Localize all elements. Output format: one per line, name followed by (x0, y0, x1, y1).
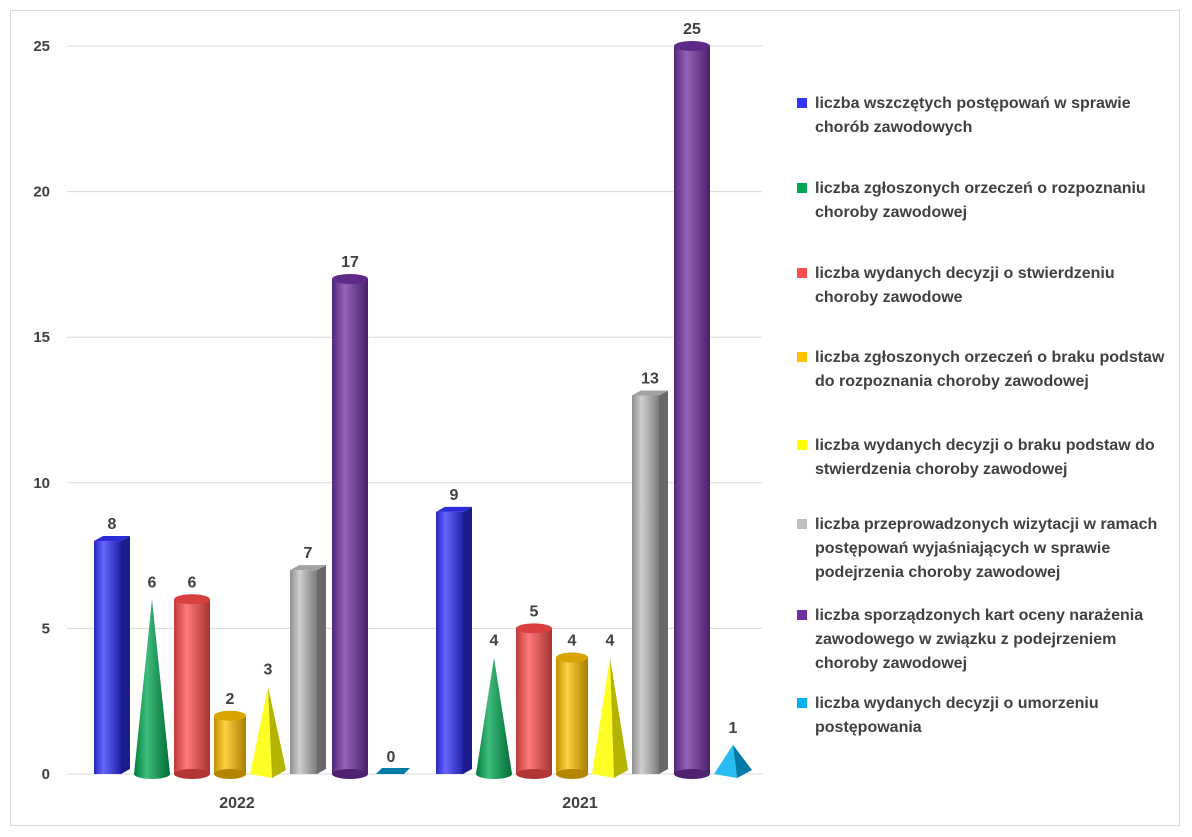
data-label: 3 (264, 662, 273, 679)
legend-swatch (797, 519, 807, 529)
bar-2021-series-7 (674, 41, 710, 779)
legend-swatch (797, 698, 807, 708)
data-label: 6 (188, 574, 197, 591)
legend-item: liczba wydanych decyzji o umorzeniu post… (797, 692, 1182, 740)
y-tick-label: 25 (33, 38, 50, 55)
y-tick-label: 5 (42, 620, 50, 637)
bar-2022-series-1 (94, 536, 130, 774)
legend-item: liczba zgłoszonych orzeczeń o rozpoznani… (797, 177, 1182, 225)
y-tick-label: 0 (42, 766, 50, 783)
legend-item: liczba wszczętych postępowań w sprawie c… (797, 92, 1182, 140)
data-label: 13 (641, 370, 659, 387)
bar-2022-series-8 (376, 768, 410, 774)
legend-item: liczba zgłoszonych orzeczeń o braku pods… (797, 346, 1182, 394)
data-label: 4 (606, 633, 615, 650)
data-label: 4 (490, 633, 499, 650)
legend-swatch (797, 183, 807, 193)
legend-label: liczba zgłoszonych orzeczeń o rozpoznani… (815, 180, 1146, 221)
data-label: 7 (304, 545, 313, 562)
data-label: 17 (341, 254, 359, 271)
bar-2021-series-3 (516, 623, 552, 779)
legend-swatch (797, 610, 807, 620)
data-label: 2 (226, 691, 235, 708)
bar-2021-series-2 (476, 657, 512, 779)
bar-2022-series-7 (332, 273, 368, 779)
legend-item: liczba sporządzonych kart oceny narażeni… (797, 604, 1182, 676)
bar-2021-series-8 (714, 744, 752, 778)
legend-label: liczba wydanych decyzji o umorzeniu post… (815, 695, 1099, 736)
legend-label: liczba zgłoszonych orzeczeń o braku pods… (815, 349, 1165, 390)
data-label: 8 (108, 516, 117, 533)
legend-item: liczba wydanych decyzji o stwierdzeniu c… (797, 262, 1182, 310)
y-tick-label: 10 (33, 475, 50, 492)
legend-label: liczba przeprowadzonych wizytacji w rama… (815, 516, 1158, 581)
bar-2022-series-2 (134, 599, 170, 779)
legend-label: liczba wydanych decyzji o braku podstaw … (815, 437, 1155, 478)
bar-2021-series-6 (632, 390, 668, 774)
data-label: 1 (729, 720, 738, 737)
bar-2022-series-4 (214, 710, 246, 779)
data-label: 0 (387, 749, 396, 766)
legend-item: liczba przeprowadzonych wizytacji w rama… (797, 513, 1182, 585)
x-tick-label: 2022 (219, 795, 255, 812)
data-label: 25 (683, 21, 701, 38)
bar-2022-series-3 (174, 594, 210, 779)
legend-swatch (797, 440, 807, 450)
legend-swatch (797, 98, 807, 108)
legend-label: liczba wszczętych postępowań w sprawie c… (815, 95, 1131, 136)
legend-item: liczba wydanych decyzji o braku podstaw … (797, 434, 1182, 482)
data-label: 5 (530, 603, 539, 620)
bar-2022-series-5 (250, 686, 286, 778)
legend-label: liczba wydanych decyzji o stwierdzeniu c… (815, 265, 1115, 306)
legend-swatch (797, 352, 807, 362)
data-label: 4 (568, 633, 577, 650)
y-tick-label: 15 (33, 329, 50, 346)
bar-2022-series-6 (290, 565, 326, 774)
bar-2021-series-1 (436, 506, 472, 774)
bar-2021-series-4 (556, 652, 588, 779)
data-label: 9 (450, 487, 459, 504)
legend-swatch (797, 268, 807, 278)
data-label: 6 (148, 574, 157, 591)
bar-2021-series-5 (592, 657, 628, 778)
legend-label: liczba sporządzonych kart oceny narażeni… (815, 607, 1144, 672)
y-tick-label: 20 (33, 184, 50, 201)
x-tick-label: 2021 (562, 795, 598, 812)
